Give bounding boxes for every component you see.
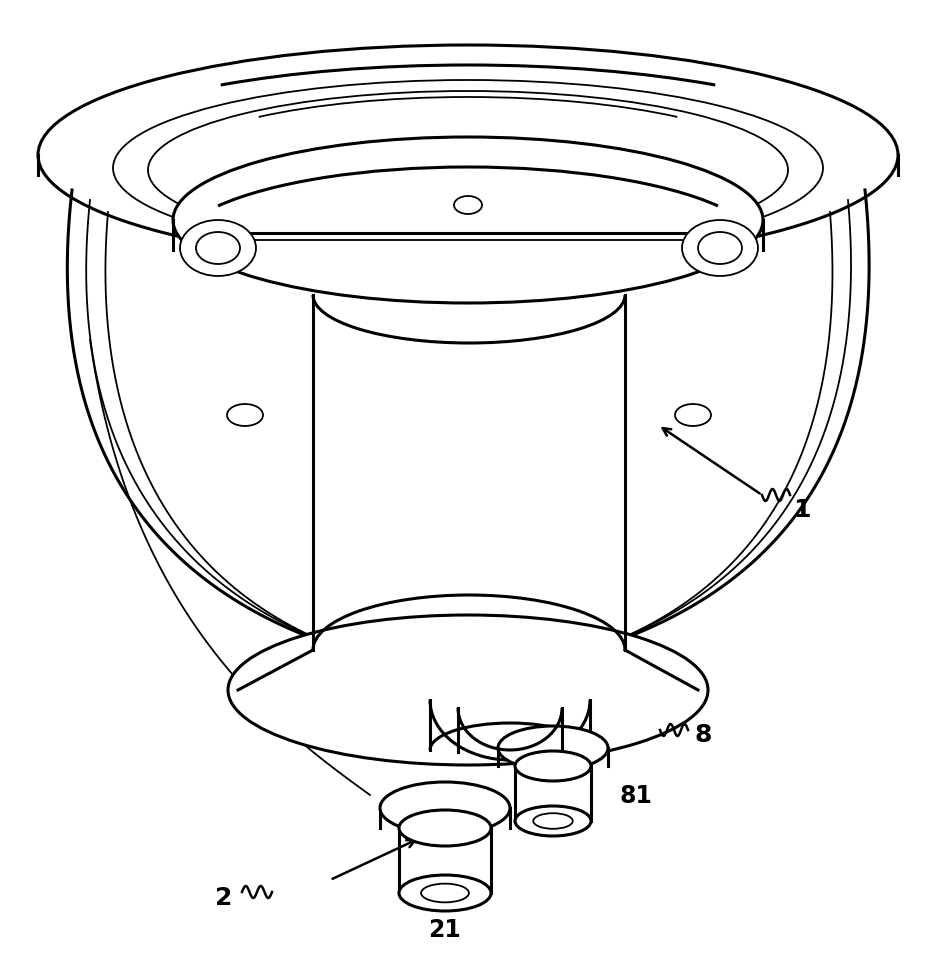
Ellipse shape [38, 45, 897, 265]
Text: 81: 81 [620, 784, 652, 808]
Ellipse shape [380, 782, 509, 834]
Ellipse shape [227, 404, 263, 426]
Ellipse shape [454, 196, 481, 214]
Ellipse shape [399, 875, 490, 911]
Ellipse shape [113, 80, 822, 256]
Ellipse shape [173, 137, 762, 303]
Ellipse shape [148, 91, 787, 249]
Text: 2: 2 [214, 886, 232, 910]
Ellipse shape [420, 883, 468, 902]
Text: 8: 8 [695, 723, 711, 747]
Ellipse shape [674, 404, 710, 426]
Ellipse shape [533, 813, 572, 829]
Ellipse shape [399, 810, 490, 846]
Ellipse shape [697, 232, 741, 264]
Text: 1: 1 [792, 498, 810, 522]
Ellipse shape [180, 220, 256, 276]
Ellipse shape [681, 220, 757, 276]
Text: 21: 21 [428, 918, 461, 942]
Ellipse shape [227, 615, 708, 765]
Ellipse shape [515, 751, 591, 781]
Ellipse shape [497, 726, 607, 770]
Ellipse shape [515, 806, 591, 836]
Ellipse shape [196, 232, 240, 264]
